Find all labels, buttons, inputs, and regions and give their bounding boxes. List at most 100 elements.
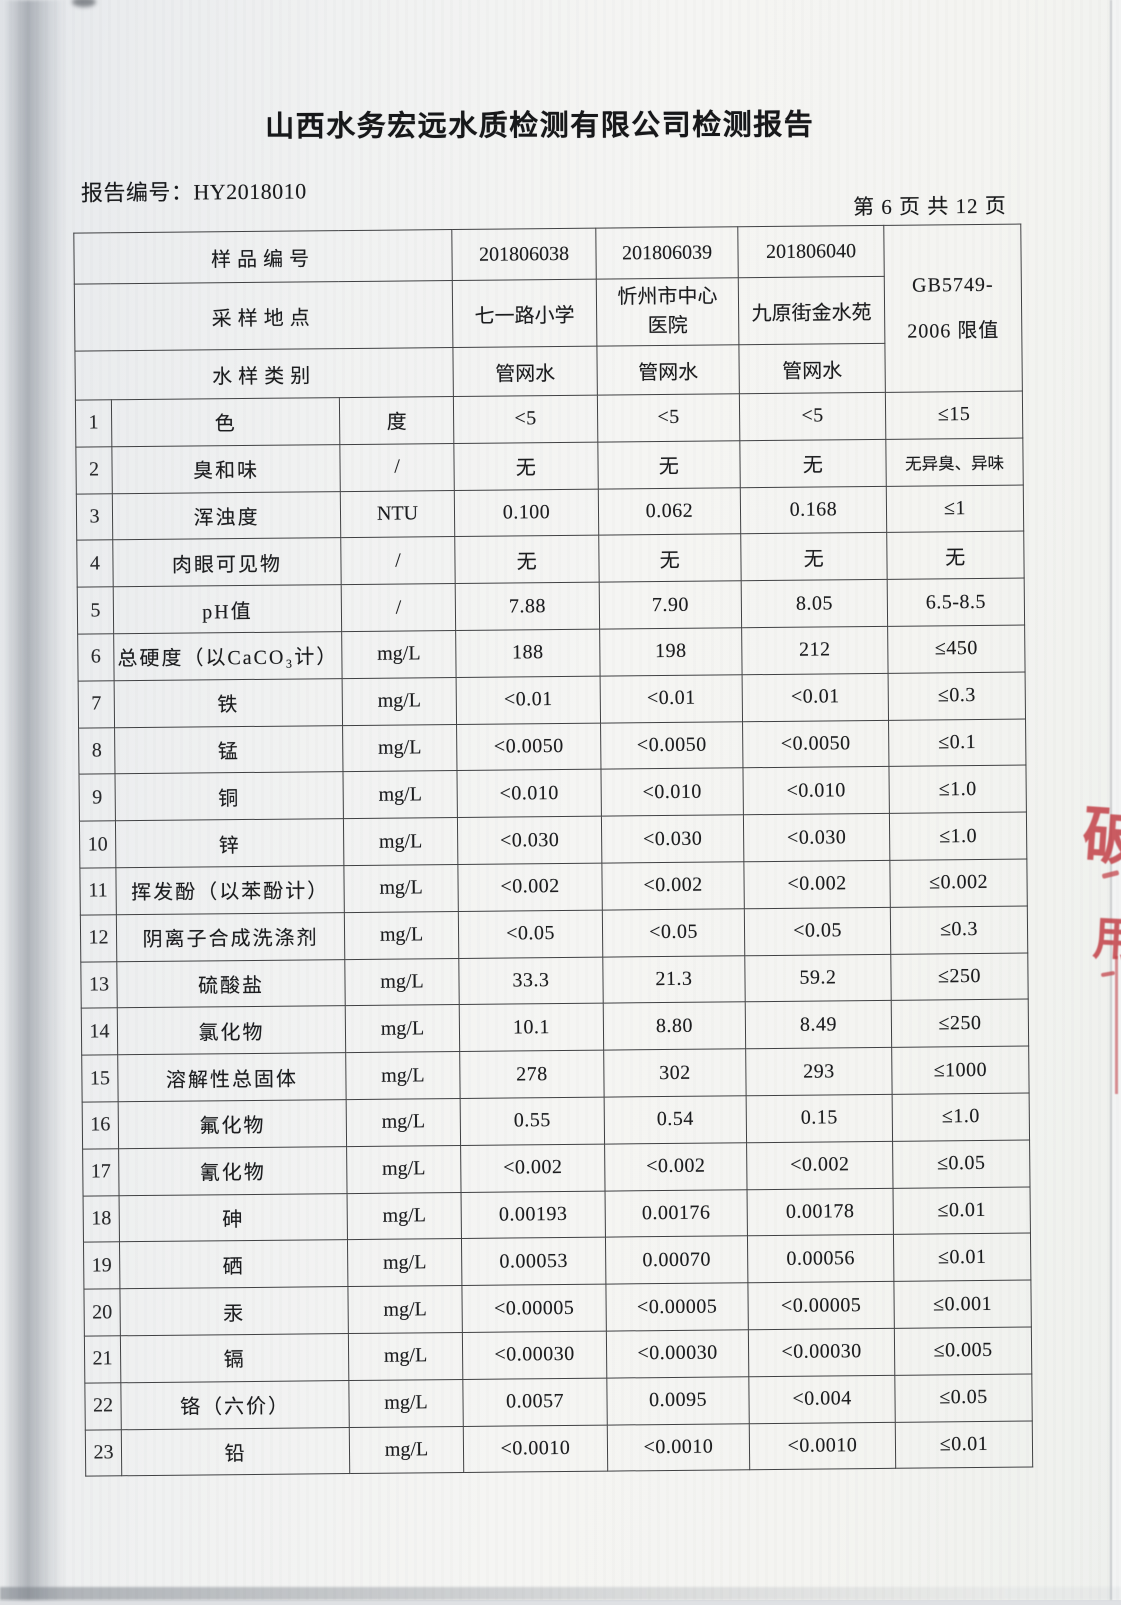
unit-cell: mg/L (342, 770, 458, 819)
parameter-name-cell: 氯化物 (117, 1005, 346, 1055)
value-cell: 无 (598, 534, 742, 583)
row-number-cell: 17 (82, 1148, 120, 1196)
value-cell: 0.062 (598, 487, 741, 536)
unit-cell: 度 (339, 396, 454, 445)
parameter-name-cell: 氟化物 (118, 1099, 347, 1149)
value-cell: 33.3 (458, 956, 604, 1005)
value-cell: <0.010 (742, 766, 890, 815)
scanner-bed-edge (0, 1587, 1121, 1600)
row-number-cell: 1 (75, 399, 112, 447)
row-number-cell: 2 (75, 446, 113, 494)
limit-cell: ≤0.1 (888, 718, 1026, 767)
table-row: 23 铅 mg/L <0.0010 <0.0010 <0.0010 ≤0.01 (85, 1420, 1033, 1477)
sampling-site-cell: 忻州市中心医院 (596, 277, 739, 347)
value-cell: <5 (597, 393, 740, 442)
value-cell: 302 (603, 1048, 747, 1098)
unit-cell: mg/L (342, 724, 457, 772)
limit-header-cell: GB5749- 2006 限值 (883, 224, 1023, 393)
report-number: 报告编号：HY2018010 (81, 173, 307, 207)
limit-header-line: 2006 限值 (907, 319, 1000, 343)
value-cell: 293 (745, 1047, 893, 1096)
unit-cell: mg/L (344, 958, 460, 1006)
value-cell: <0.002 (601, 861, 745, 910)
value-cell: <0.002 (460, 1143, 606, 1193)
value-cell: 0.55 (460, 1097, 605, 1146)
value-cell: 0.00053 (461, 1237, 606, 1286)
row-number-cell: 23 (85, 1429, 122, 1477)
limit-cell: ≤0.3 (888, 671, 1026, 720)
value-cell: 无 (454, 535, 600, 584)
value-cell: <0.0010 (463, 1424, 608, 1473)
limit-cell: ≤0.002 (889, 858, 1028, 908)
value-cell: <0.01 (600, 674, 743, 723)
value-cell: 0.15 (746, 1094, 893, 1143)
limit-cell: 6.5-8.5 (887, 578, 1025, 627)
parameter-name-cell: 色 (111, 397, 340, 447)
red-ink-streak (1115, 956, 1118, 1094)
parameter-name-cell: 总硬度（以CaCO₃计） (113, 631, 343, 681)
water-type-cell: 管网水 (596, 344, 740, 396)
report-number-value: HY2018010 (193, 178, 307, 205)
unit-cell: mg/L (343, 864, 459, 913)
value-cell: 7.90 (599, 580, 742, 630)
row-number-cell: 22 (84, 1382, 122, 1430)
row-number-cell: 3 (76, 493, 113, 541)
value-cell: <0.004 (748, 1375, 896, 1424)
value-cell: 188 (455, 629, 601, 678)
parameter-name-cell: 铬（六价） (120, 1380, 350, 1430)
parameter-name-cell: 铁 (114, 678, 343, 728)
sample-id-cell: 201806039 (595, 226, 739, 280)
value-cell: 8.05 (741, 579, 888, 628)
parameter-name-cell: 溶解性总固体 (117, 1052, 347, 1102)
value-cell: 0.0095 (606, 1376, 750, 1425)
parameter-name-cell: 锌 (115, 818, 344, 868)
value-cell: 8.49 (745, 1000, 892, 1049)
parameter-name-cell: 汞 (119, 1286, 349, 1336)
report-table-body: 样品编号 201806038 201806039 201806040 GB5749- 20… (73, 224, 1033, 1477)
value-cell: <0.030 (743, 813, 890, 862)
row-number-cell: 11 (79, 867, 117, 915)
value-cell: 212 (741, 626, 889, 675)
limit-cell: ≤0.01 (893, 1186, 1031, 1235)
row-number-cell: 8 (78, 727, 115, 775)
value-cell: 0.00178 (747, 1187, 894, 1237)
value-cell: <0.0050 (742, 719, 889, 769)
parameter-name-cell: 肉眼可见物 (112, 537, 342, 587)
parameter-name-cell: 锰 (114, 725, 343, 775)
value-cell: <0.00005 (605, 1282, 749, 1332)
limit-cell: ≤250 (891, 999, 1029, 1048)
value-cell: <0.010 (456, 769, 602, 818)
row-number-cell: 13 (80, 961, 118, 1009)
value-cell: 0.168 (740, 485, 887, 535)
limit-cell: ≤0.05 (892, 1139, 1031, 1188)
value-cell: 0.00193 (461, 1190, 606, 1239)
page-title: 山西水务宏远水质检测有限公司检测报告 (265, 109, 815, 144)
value-cell: <5 (739, 392, 886, 441)
row-number-cell: 7 (78, 680, 115, 728)
limit-cell: ≤1 (886, 484, 1024, 533)
parameter-name-cell: 浑浊度 (112, 491, 341, 541)
unit-cell: mg/L (346, 1098, 461, 1147)
value-cell: <0.030 (457, 816, 602, 865)
row-number-cell: 20 (83, 1288, 121, 1337)
limit-cell: ≤15 (885, 391, 1023, 440)
value-cell: 10.1 (459, 1003, 604, 1052)
value-cell: 278 (459, 1050, 605, 1099)
value-cell: 无 (453, 441, 599, 491)
value-cell: <0.00005 (747, 1281, 895, 1330)
row-number-cell: 5 (77, 586, 114, 635)
limit-cell: ≤1000 (891, 1046, 1030, 1095)
page-indicator: 第 6 页 共 12 页 (852, 193, 1007, 220)
limit-cell: ≤250 (890, 952, 1029, 1001)
red-stamp-fragment: 破 (1080, 800, 1121, 875)
parameter-name-cell: 镉 (120, 1333, 349, 1383)
water-type-header-label: 水样类别 (74, 347, 454, 401)
unit-cell: mg/L (345, 1051, 461, 1100)
parameter-name-cell: 砷 (119, 1193, 348, 1243)
scan-artifact-mark (72, 0, 96, 7)
value-cell: 59.2 (744, 953, 892, 1003)
unit-cell: mg/L (346, 1145, 462, 1194)
row-number-cell: 9 (79, 774, 116, 822)
unit-cell: / (340, 536, 456, 585)
water-type-cell: 管网水 (738, 343, 886, 394)
